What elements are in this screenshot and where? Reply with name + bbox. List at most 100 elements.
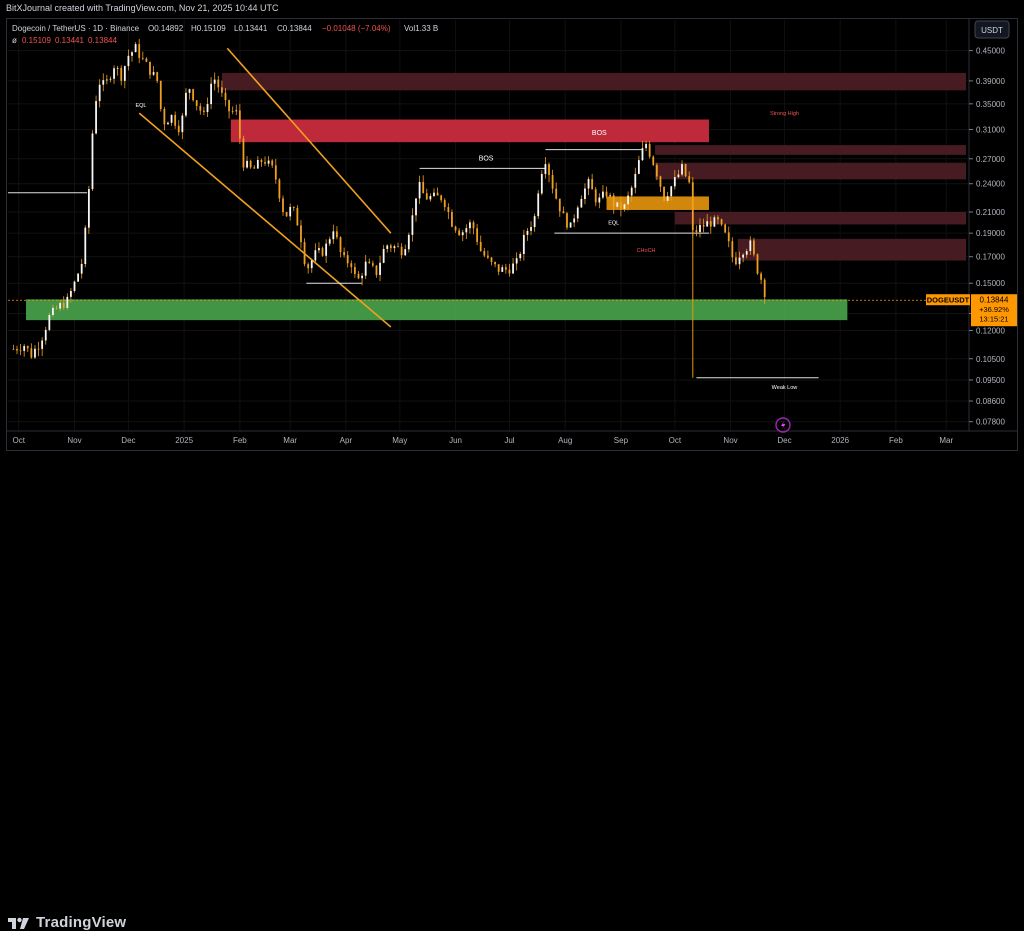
candle-body <box>530 227 532 231</box>
price-tick-label: 0.27000 <box>976 155 1005 164</box>
candle-body <box>497 264 500 272</box>
candle-body <box>260 160 263 162</box>
lightning-icon[interactable] <box>775 417 791 433</box>
candle-body <box>98 84 101 102</box>
candle-body <box>224 92 227 101</box>
candle-body <box>670 186 673 197</box>
candle-body <box>706 221 709 227</box>
candle-body <box>763 279 766 298</box>
candle-body <box>84 227 87 264</box>
candle-body <box>469 222 471 229</box>
candle-body <box>508 269 511 274</box>
price-tag: DOGEUSDT 0.13844 +36.92% 13:15:21 <box>926 294 1017 327</box>
candle-body <box>23 346 26 351</box>
candle-body <box>199 105 202 111</box>
channel-trendline <box>226 47 392 234</box>
candle-body <box>522 234 525 254</box>
candle-body <box>616 202 619 207</box>
candle-body <box>699 225 701 232</box>
candle-body <box>141 57 144 59</box>
candle-body <box>134 44 137 53</box>
candle-body <box>695 230 698 232</box>
candle-body <box>34 348 36 358</box>
candle-body <box>569 222 572 228</box>
candle-body <box>584 188 586 200</box>
candle-body <box>454 226 457 231</box>
candle-body <box>274 165 277 180</box>
zone-orange <box>606 196 709 210</box>
time-tick-label: 2026 <box>831 436 849 445</box>
candle-body <box>684 164 687 177</box>
candle-body <box>278 179 281 199</box>
price-chart[interactable]: BOS BOS CHoCH EQL EQL Weak Low Strong High Dog… <box>0 0 1024 493</box>
candle-body <box>673 177 676 187</box>
candle-body <box>666 196 669 201</box>
time-tick-label: Mar <box>283 436 297 445</box>
candle-body <box>70 290 72 297</box>
symbol-title: Dogecoin / TetherUS · 1D · Binance <box>12 24 140 33</box>
candle-body <box>271 160 274 166</box>
candle-body <box>55 307 58 309</box>
time-axis[interactable]: Oct Nov Dec 2025 Feb Mar Apr May Jun Jul Aug Sep Oct… <box>13 436 954 445</box>
candle-body <box>519 253 522 259</box>
candle-body <box>167 122 169 125</box>
candle-body <box>634 173 637 188</box>
candle-body <box>159 80 162 109</box>
time-tick-label: May <box>392 436 407 445</box>
candle-body <box>332 231 335 240</box>
candle-body <box>702 225 705 227</box>
candle-body <box>760 273 762 280</box>
tradingview-logo[interactable]: TradingView <box>8 914 126 931</box>
candle-body <box>185 92 187 116</box>
footer-bar: TradingView <box>0 451 1024 931</box>
candle-body <box>486 255 489 258</box>
candle-body <box>41 340 44 349</box>
candle-body <box>123 66 126 81</box>
candle-body <box>145 58 148 62</box>
candle-body <box>238 110 241 139</box>
candle-body <box>418 181 421 199</box>
price-axis[interactable]: 0.45000 0.39000 0.35000 0.31000 0.27000 0.240… <box>969 47 1005 427</box>
time-tick-label: Jun <box>449 436 462 445</box>
candle-body <box>16 349 18 351</box>
currency-button-frame[interactable] <box>974 20 1010 39</box>
candle-body <box>109 78 112 80</box>
ohlc-change: −0.01048 (−7.04%) <box>322 24 391 33</box>
annotation-strong-high: Strong High <box>770 111 799 117</box>
candle-body <box>177 125 180 133</box>
candle-body <box>289 206 292 217</box>
candle-body <box>314 250 317 261</box>
candle-body <box>724 224 727 233</box>
candle-body <box>691 182 694 231</box>
ma-value: 0.13844 <box>88 36 117 45</box>
candle-body <box>415 198 417 216</box>
candle-body <box>116 67 119 69</box>
time-tick-label: 2025 <box>175 436 193 445</box>
ohlc-o: O0.14892 <box>148 24 184 33</box>
price-tag-countdown: 13:15:21 <box>979 315 1008 324</box>
candle-body <box>113 68 115 79</box>
candle-body <box>325 243 328 256</box>
price-tick-label: 0.31000 <box>976 126 1005 135</box>
candle-body <box>479 241 482 252</box>
candle-body <box>591 179 594 190</box>
candle-body <box>371 263 374 266</box>
candle-body <box>181 115 184 133</box>
candle-body <box>443 200 446 208</box>
currency-button[interactable]: USDT <box>981 26 1003 35</box>
candle-body <box>602 191 604 198</box>
price-tick-label: 0.19000 <box>976 229 1005 238</box>
candle-body <box>465 228 468 233</box>
candle-body <box>720 219 723 225</box>
candle-body <box>210 83 213 105</box>
price-tick-label: 0.09500 <box>976 376 1005 385</box>
candle-body <box>19 350 22 352</box>
candle-body <box>336 231 338 238</box>
candle-body <box>120 67 123 81</box>
price-tick-label: 0.08600 <box>976 397 1005 406</box>
candle-body <box>328 239 331 244</box>
candle-body <box>540 174 543 194</box>
price-tag-symbol: DOGEUSDT <box>927 296 970 305</box>
annotation-bos: BOS <box>592 130 607 137</box>
candle-body <box>62 303 65 308</box>
